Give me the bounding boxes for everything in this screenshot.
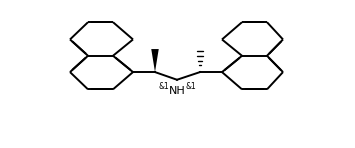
Text: &1: &1 [158,82,169,91]
Text: NH: NH [169,86,185,96]
Text: &1: &1 [186,82,197,91]
Polygon shape [151,49,159,72]
